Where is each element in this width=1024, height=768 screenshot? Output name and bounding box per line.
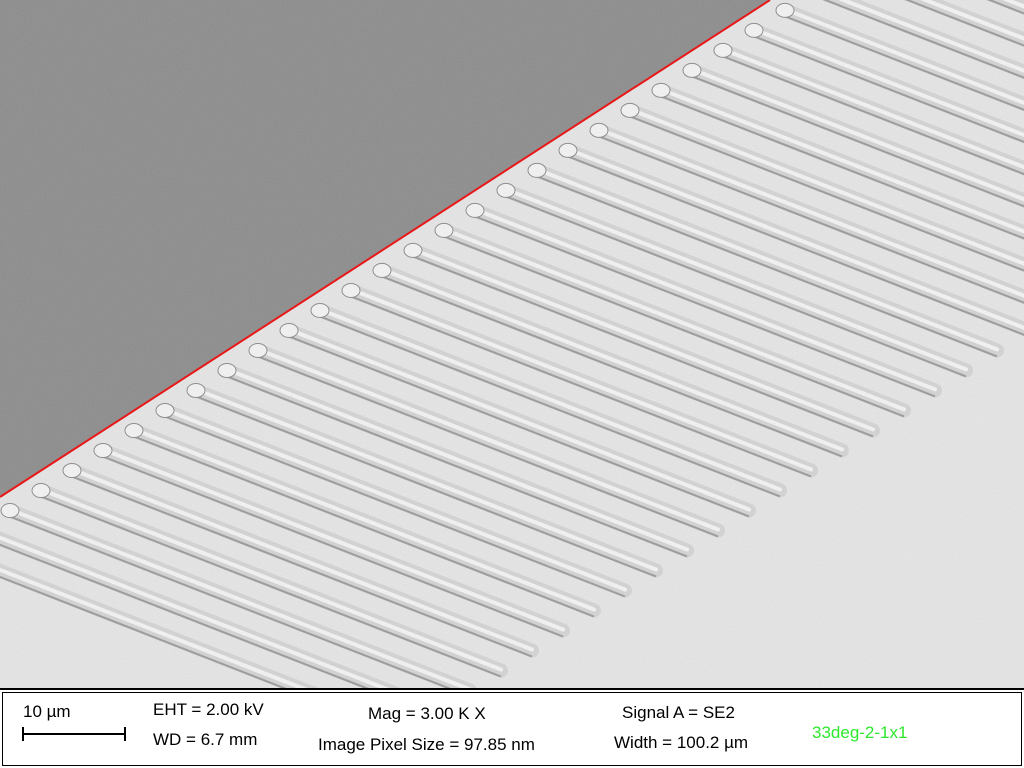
mag-value: Mag = 3.00 K X: [368, 704, 486, 723]
signal-value: Signal A = SE2: [622, 703, 735, 722]
info-frame: [2, 692, 1022, 766]
info-bar: 10 µm EHT = 2.00 kV WD = 6.7 mm Mag = 3.…: [0, 688, 1024, 768]
pixel-size-value: Image Pixel Size = 97.85 nm: [318, 735, 535, 754]
sem-image: [0, 0, 1024, 688]
width-value: Width = 100.2 µm: [614, 733, 749, 752]
scale-label: 10 µm: [23, 702, 71, 721]
sample-name: 33deg-2-1x1: [812, 723, 908, 742]
eht-value: EHT = 2.00 kV: [153, 700, 264, 719]
micrograph-canvas: [0, 0, 1024, 688]
edge-marker-line: [0, 0, 771, 498]
noise-overlay: [0, 0, 1024, 688]
scale-bar: [22, 727, 126, 741]
wd-value: WD = 6.7 mm: [153, 730, 258, 749]
